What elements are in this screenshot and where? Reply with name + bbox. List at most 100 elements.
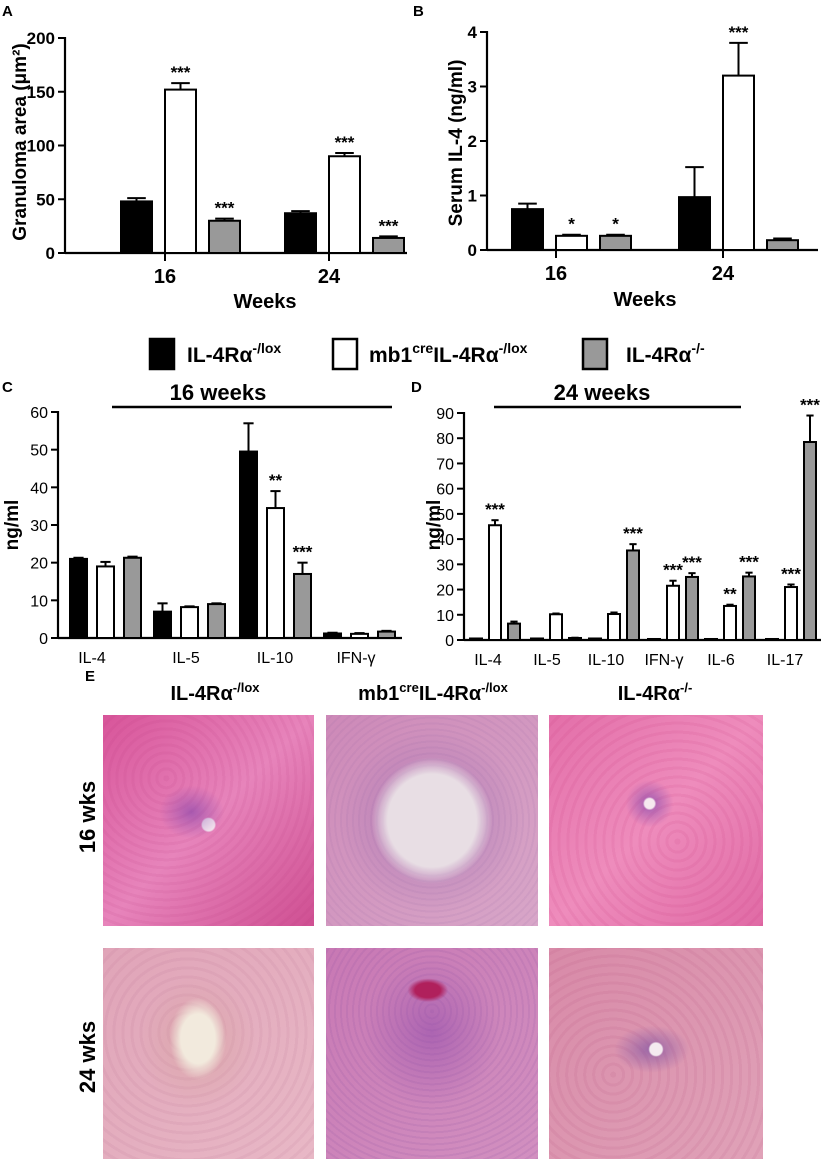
significance-label-a: *** [335, 133, 355, 152]
bar-d [469, 637, 483, 642]
y-tick-label-a: 150 [27, 83, 55, 102]
bar-a [164, 88, 197, 254]
y-tick-label-b: 4 [468, 23, 478, 42]
y-tick-label-d: 90 [436, 406, 454, 423]
x-axis-label-a: Weeks [233, 291, 296, 313]
bar-b [678, 196, 711, 251]
significance-label-d: *** [623, 524, 643, 543]
chart-title-d: 24 weeks [554, 380, 651, 405]
significance-label-d: *** [739, 553, 759, 572]
bar-b [511, 208, 544, 251]
significance-label-a: *** [379, 216, 399, 235]
bar-a [208, 219, 241, 254]
y-tick-label-d: 50 [436, 507, 454, 524]
histology-col-header-3: IL-4Rα-/- [618, 680, 693, 705]
significance-label-d: *** [800, 396, 820, 415]
histology-image-24wks-il4ra-ko [549, 948, 763, 1159]
legend-swatch-gray [581, 337, 609, 371]
bar-d [666, 584, 680, 641]
y-tick-label-a: 0 [46, 244, 55, 263]
bar-d [507, 622, 521, 641]
chart-panel-d: 0 10 20 30 40 50 60 70 80 90 IL-4 IL-5 IL-10 IFN-γ IL-… [424, 380, 821, 669]
y-tick-label-d: 0 [445, 633, 454, 650]
bar-c [239, 450, 258, 639]
significance-label-d: ** [723, 585, 737, 604]
legend-swatch-black [148, 337, 176, 371]
x-tick-label-c: IFN-γ [336, 650, 375, 667]
x-tick-label-d: IL-4 [474, 652, 502, 669]
significance-label-b: * [612, 215, 619, 234]
y-tick-label-c: 50 [30, 443, 48, 460]
legend-label-3: IL-4Rα-/- [626, 340, 705, 367]
x-tick-label-c: IL-4 [78, 650, 106, 667]
histology-image-16wks-mb1cre [326, 715, 538, 926]
significance-label-c: ** [269, 471, 283, 490]
x-tick-label-d: IL-17 [767, 652, 804, 669]
bar-d [607, 613, 621, 642]
histology-image-24wks-il4ra-lox [103, 948, 314, 1159]
bar-b [766, 239, 799, 252]
legend-label-2: mb1creIL-4Rα-/lox [369, 340, 528, 367]
y-axis-label-a: Granuloma area (μm²) [10, 43, 31, 240]
x-tick-label-a: 16 [154, 266, 176, 288]
bar-d [647, 637, 661, 641]
bar-c [293, 572, 312, 640]
x-tick-label-b: 24 [712, 263, 735, 285]
bar-d [626, 549, 640, 642]
significance-label-d: *** [663, 561, 683, 580]
bar-d [549, 613, 563, 641]
bar-b [555, 234, 588, 252]
bar-c [377, 630, 396, 640]
bar-d [588, 637, 602, 642]
y-tick-label-d: 10 [436, 608, 454, 625]
y-tick-label-c: 60 [30, 405, 48, 422]
x-tick-label-c: IL-5 [172, 650, 200, 667]
bar-d [765, 637, 779, 641]
bar-c [69, 557, 88, 640]
bar-b [599, 234, 632, 252]
bar-a [284, 212, 317, 255]
panel-letter-b: B [413, 3, 424, 20]
y-tick-label-c: 20 [30, 556, 48, 573]
y-tick-label-c: 10 [30, 593, 48, 610]
x-tick-label-a: 24 [318, 266, 341, 288]
y-tick-label-d: 80 [436, 431, 454, 448]
legend-swatch-white [331, 337, 359, 371]
histology-col-header-2: mb1creIL-4Rα-/lox [358, 680, 508, 705]
x-tick-label-d: IL-5 [533, 652, 561, 669]
significance-label-d: *** [485, 500, 505, 519]
legend: IL-4Rα-/lox mb1creIL-4Rα-/lox IL-4Rα-/- [148, 337, 705, 371]
bar-c [123, 556, 142, 640]
y-tick-label-b: 0 [468, 241, 477, 260]
bar-c [266, 507, 285, 639]
bar-d [704, 637, 718, 641]
x-tick-label-d: IL-6 [707, 652, 735, 669]
x-tick-label-d: IL-10 [588, 652, 625, 669]
bar-d [530, 637, 544, 642]
x-tick-label-b: 16 [545, 263, 567, 285]
y-tick-label-d: 40 [436, 532, 454, 549]
significance-label-a: *** [171, 63, 191, 82]
y-axis-label-b: Serum IL-4 (ng/ml) [446, 60, 467, 227]
chart-title-c: 16 weeks [170, 380, 267, 405]
bar-d [685, 575, 699, 642]
significance-label-a: *** [215, 199, 235, 218]
y-tick-label-a: 100 [27, 137, 55, 156]
bar-a [328, 155, 361, 254]
significance-label-d: *** [682, 553, 702, 572]
bar-c [350, 632, 369, 640]
y-tick-label-d: 20 [436, 583, 454, 600]
x-tick-label-c: IL-10 [257, 650, 294, 667]
panel-letter-d: D [411, 379, 422, 396]
x-tick-label-d: IFN-γ [644, 652, 683, 669]
legend-label-1: IL-4Rα-/lox [187, 340, 281, 367]
histology-image-24wks-mb1cre [326, 948, 538, 1159]
y-tick-label-d: 60 [436, 482, 454, 499]
y-tick-label-c: 0 [39, 631, 48, 648]
bar-d [723, 604, 737, 642]
y-tick-label-b: 1 [468, 187, 477, 206]
bar-a [372, 236, 405, 254]
bar-d [488, 524, 502, 641]
y-tick-label-b: 3 [468, 78, 477, 97]
